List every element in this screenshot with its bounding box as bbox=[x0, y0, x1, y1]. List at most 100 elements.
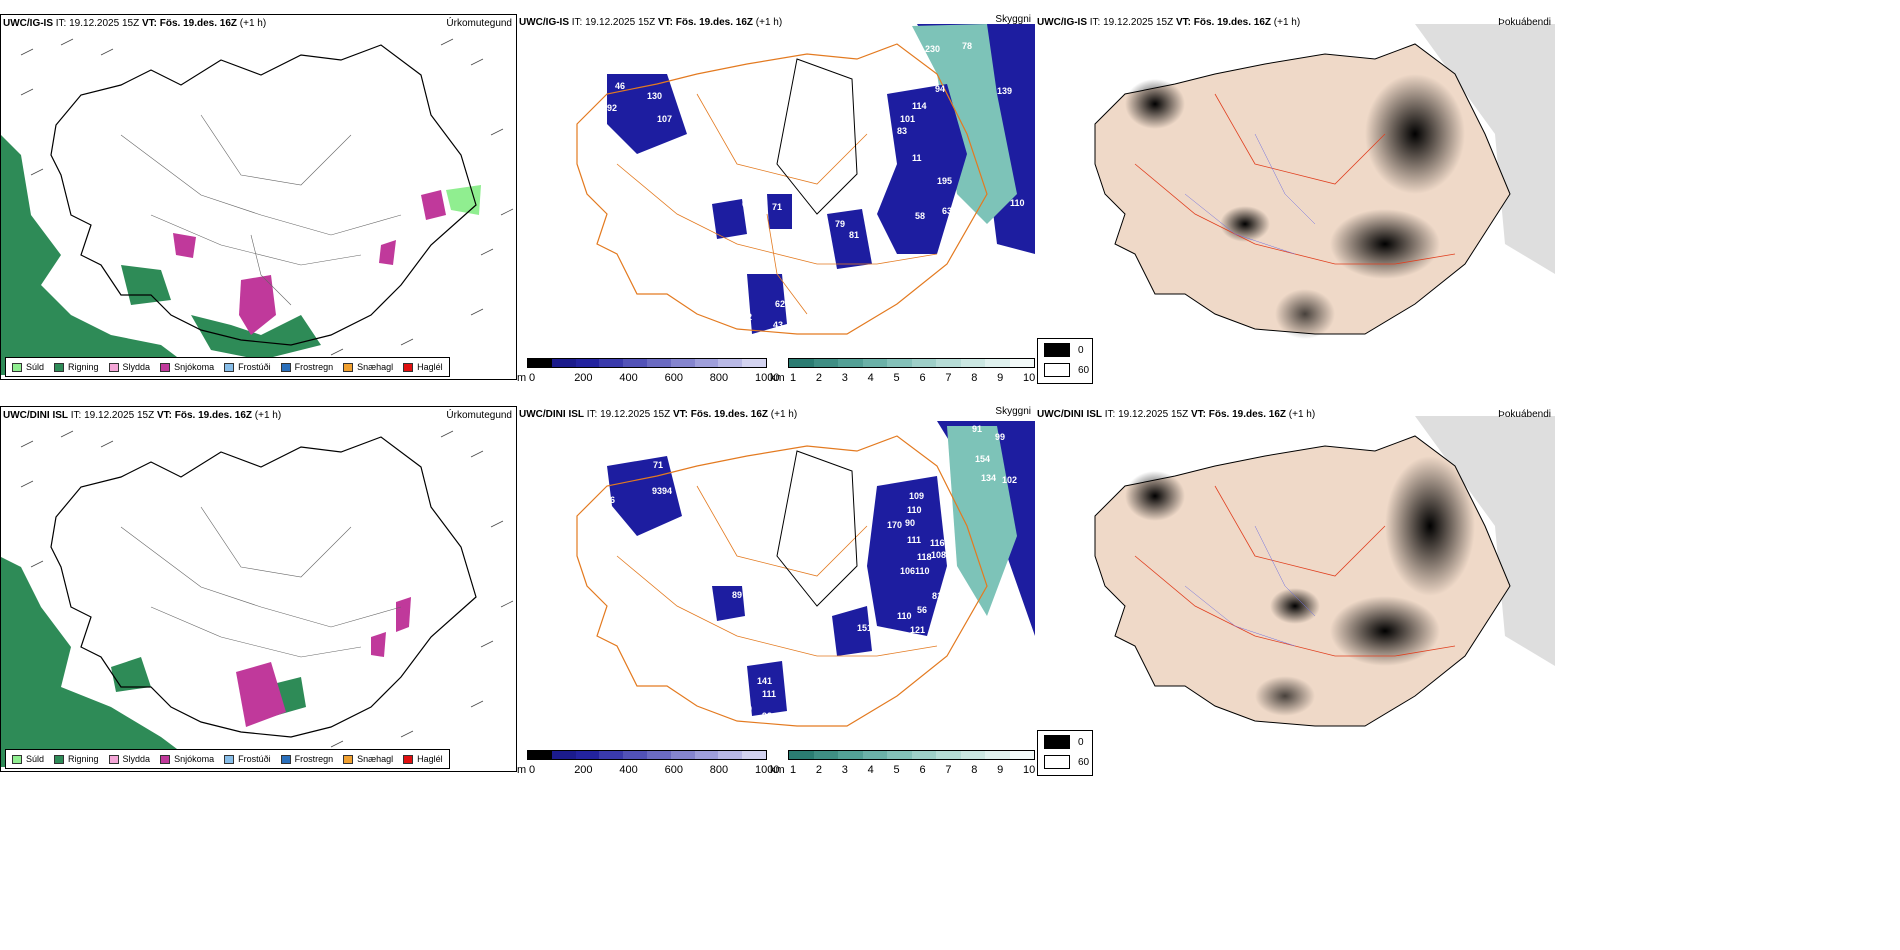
legend-label: Snæhagl bbox=[357, 362, 394, 372]
fog-legend-swatch bbox=[1044, 755, 1070, 769]
colorbar-segment bbox=[1009, 751, 1034, 759]
colorbar-segment bbox=[960, 359, 985, 367]
fog-legend-label: 0 bbox=[1078, 736, 1084, 748]
colorbar-tick-label: 800 bbox=[709, 764, 729, 776]
colorbar-segment bbox=[551, 359, 576, 367]
colorbar-segment bbox=[623, 751, 647, 759]
colorbar-tick-label: 400 bbox=[619, 764, 638, 776]
colorbar-tick-label: 1 bbox=[790, 764, 797, 776]
cloud-base-value: 71 bbox=[653, 460, 663, 470]
legend-swatch bbox=[108, 362, 119, 372]
legend-item: Slydda bbox=[108, 362, 150, 372]
colorbar-tick-label: 3 bbox=[841, 764, 848, 776]
colorbar-segment bbox=[887, 359, 912, 367]
legend-item: Rigning bbox=[54, 754, 99, 764]
legend-swatch bbox=[343, 362, 354, 372]
colorbar-segment bbox=[742, 751, 766, 759]
legend-swatch bbox=[12, 754, 22, 764]
colorbar-segment bbox=[551, 751, 576, 759]
colorbar-tick-label: 5 bbox=[893, 764, 900, 776]
cloud-base-value: 92 bbox=[607, 103, 617, 113]
colorbar-segment bbox=[575, 751, 600, 759]
legend-swatch bbox=[12, 362, 22, 372]
cloud-base-value: 79 bbox=[835, 219, 845, 229]
fog-title-row1: UWC/IG-IS IT: 19.12.2025 15Z VT: Fös. 19… bbox=[1037, 17, 1301, 28]
cloud-base-unit: m bbox=[517, 764, 527, 776]
colorbar-tick-label: 8 bbox=[971, 372, 978, 384]
cloud-base-value: 94 bbox=[662, 486, 672, 496]
colorbar-tick-label: 2 bbox=[815, 372, 822, 384]
cloud-base-value: 78 bbox=[962, 41, 972, 51]
legend-label: Frostúði bbox=[238, 362, 271, 372]
visibility-bar bbox=[788, 750, 1035, 760]
colorbar-segment bbox=[599, 359, 624, 367]
colorbar-tick-label: 4 bbox=[867, 372, 874, 384]
fog-legend: 0 60 bbox=[1037, 338, 1093, 384]
cloud-base-value: 110 bbox=[907, 505, 922, 515]
cloud-base-value: 108 bbox=[872, 638, 887, 648]
cloud-base-value: 110 bbox=[1010, 198, 1025, 208]
colorbar-segment bbox=[911, 751, 936, 759]
colorbar-segment bbox=[599, 751, 624, 759]
cloud-base-value: 109 bbox=[909, 491, 924, 501]
legend-label: Frostregn bbox=[294, 362, 334, 372]
colorbar-tick-label: 6 bbox=[919, 372, 926, 384]
cloud-base-value: 43 bbox=[773, 320, 783, 330]
cloud-base-value: 63 bbox=[942, 206, 952, 216]
cloud-base-value: 108 bbox=[667, 143, 682, 153]
cloud-base-value: 89 bbox=[732, 590, 742, 600]
cloud-base-value: 121 bbox=[910, 625, 925, 635]
cloud-base-value: 139 bbox=[997, 86, 1012, 96]
cloud-base-colorbar: m 0 200 400 600 800 1000 bbox=[517, 358, 779, 394]
colorbar-tick-label: 200 bbox=[574, 764, 593, 776]
colorbar-segment bbox=[789, 751, 814, 759]
fog-legend-item: 60 bbox=[1044, 363, 1089, 377]
precip-type-label: Úrkomutegund bbox=[446, 410, 512, 421]
colorbar-tick-label: 9 bbox=[997, 764, 1004, 776]
cloud-base-value: 101 bbox=[900, 114, 915, 124]
colorbar-tick-label: 8 bbox=[971, 764, 978, 776]
cloud-base-value: 83 bbox=[897, 126, 907, 136]
legend-swatch bbox=[343, 754, 354, 764]
legend-swatch bbox=[54, 362, 65, 372]
visibility-label: Skyggni bbox=[995, 14, 1031, 25]
cloud-base-value: 141 bbox=[757, 676, 772, 686]
colorbar-segment bbox=[1009, 359, 1034, 367]
cloud-base-value: 83 bbox=[872, 246, 882, 256]
colorbar-tick-label: 600 bbox=[664, 764, 683, 776]
cloud-base-value: 86 bbox=[605, 495, 615, 505]
legend-swatch bbox=[280, 754, 291, 764]
precip-title-row1: UWC/IG-IS IT: 19.12.2025 15Z VT: Fös. 19… bbox=[3, 18, 267, 29]
cloud-base-unit: m bbox=[517, 372, 527, 384]
visibility-bar bbox=[788, 358, 1035, 368]
colorbar-segment bbox=[575, 359, 600, 367]
cloud-title-row1: UWC/IG-IS IT: 19.12.2025 15Z VT: Fös. 19… bbox=[519, 17, 783, 28]
cloud-base-value: 110 bbox=[897, 611, 912, 621]
fog-legend-label: 0 bbox=[1078, 344, 1084, 356]
colorbar-tick-label: 0 bbox=[529, 764, 536, 776]
cloud-base-value: 68 bbox=[872, 264, 882, 274]
colorbar-tick-label: 7 bbox=[945, 764, 952, 776]
colorbar-segment bbox=[936, 359, 961, 367]
cloud-base-value: 108 bbox=[931, 550, 946, 560]
iceland-precip-map bbox=[1, 430, 514, 767]
legend-item: Súld bbox=[12, 754, 44, 764]
legend-item: Snæhagl bbox=[343, 362, 393, 372]
colorbar-segment bbox=[936, 751, 961, 759]
fog-legend: 0 60 bbox=[1037, 730, 1093, 776]
legend-item: Frostúði bbox=[224, 362, 271, 372]
colorbar-segment bbox=[646, 751, 671, 759]
colorbar-segment bbox=[528, 359, 552, 367]
legend-label: Snjókoma bbox=[174, 754, 215, 764]
cloud-base-value: 195 bbox=[937, 176, 952, 186]
cloud-base-value: 98 bbox=[762, 711, 772, 721]
iceland-cloud-map: 78 230 79 94 139 114 101 83 11 195 110 58 63 57 69 71 79… bbox=[576, 24, 1035, 335]
colorbar-tick-label: 6 bbox=[919, 764, 926, 776]
legend-label: Snjókoma bbox=[174, 362, 215, 372]
fog-legend-swatch bbox=[1044, 343, 1070, 357]
cloud-base-value: 111 bbox=[907, 535, 921, 545]
legend-item: Slydda bbox=[108, 754, 150, 764]
cloud-base-value: 71 bbox=[772, 202, 782, 212]
legend-swatch bbox=[403, 362, 414, 372]
legend-swatch bbox=[160, 362, 171, 372]
